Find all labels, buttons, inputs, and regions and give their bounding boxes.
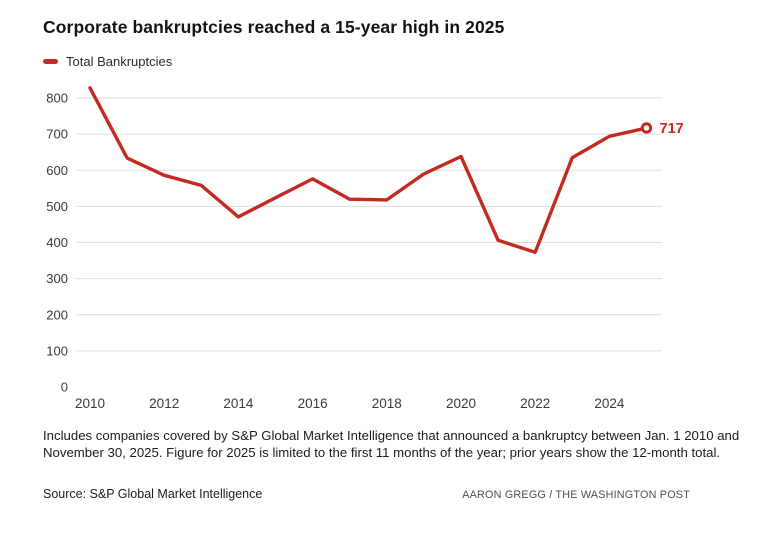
y-axis-tick-label: 100 [46,343,68,358]
chart-footnote: Includes companies covered by S&P Global… [43,428,740,460]
y-axis-tick-label: 200 [46,307,68,322]
y-axis-tick-label: 800 [46,91,68,106]
legend-line-swatch-icon [43,59,58,64]
source-row: Source: S&P Global Market Intelligence A… [43,487,690,501]
byline-credit: AARON GREGG / THE WASHINGTON POST [462,489,690,501]
x-axis-tick-label: 2010 [75,396,105,411]
y-axis-tick-label: 0 [61,380,68,395]
end-point-marker-icon [640,122,653,134]
x-axis-tick-label: 2020 [446,396,476,411]
x-axis-tick-label: 2022 [520,396,550,411]
x-axis-tick-label: 2012 [149,396,179,411]
total-bankruptcies-line [88,86,649,255]
x-axis-tick-label: 2014 [223,396,254,411]
y-axis-tick-label: 300 [46,271,68,286]
y-axis-tick-label: 700 [46,127,68,142]
x-axis-tick-label: 2018 [372,396,402,411]
chart-title: Corporate bankruptcies reached a 15-year… [43,17,505,37]
source-attribution: Source: S&P Global Market Intelligence [43,487,263,501]
end-point-value-label: 717 [660,121,684,137]
x-axis-tick-label: 2024 [594,396,625,411]
y-axis-tick-label: 400 [46,235,68,250]
y-axis-tick-label: 600 [46,163,68,178]
legend: Total Bankruptcies [43,54,172,69]
legend-label: Total Bankruptcies [66,54,173,69]
x-axis-tick-label: 2016 [298,396,328,411]
y-axis-tick-label: 500 [46,199,68,214]
